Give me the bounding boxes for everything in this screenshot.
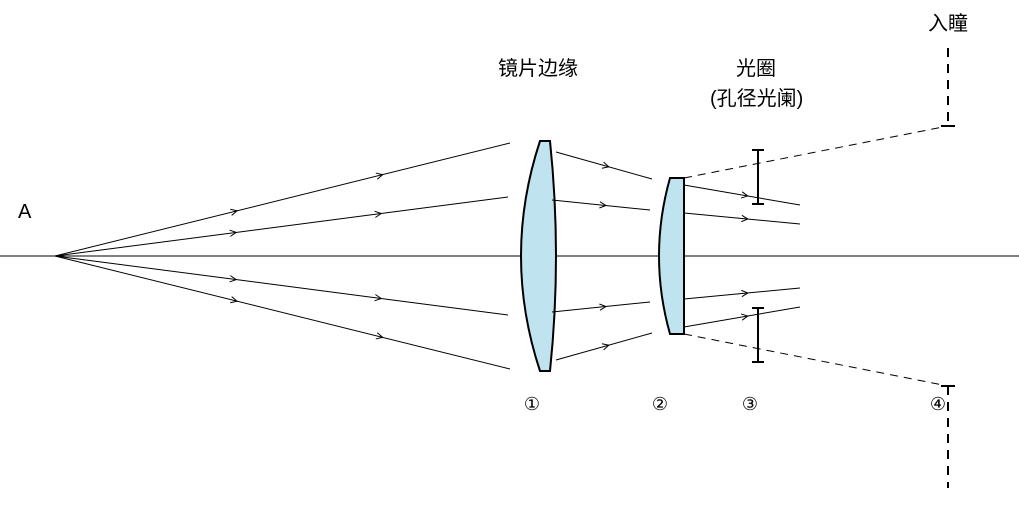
label-lens-edge: 镜片边缘 [498, 57, 578, 80]
label-A: A [18, 201, 32, 223]
label-num-2: ② [652, 394, 668, 414]
label-num-3: ③ [742, 394, 758, 414]
label-num-4: ④ [930, 394, 946, 414]
label-num-1: ① [524, 394, 540, 414]
label-aperture-sub: (孔径光阑) [710, 87, 803, 110]
label-aperture: 光圈 [736, 57, 776, 80]
label-entrance-pupil: 入瞳 [928, 12, 968, 35]
